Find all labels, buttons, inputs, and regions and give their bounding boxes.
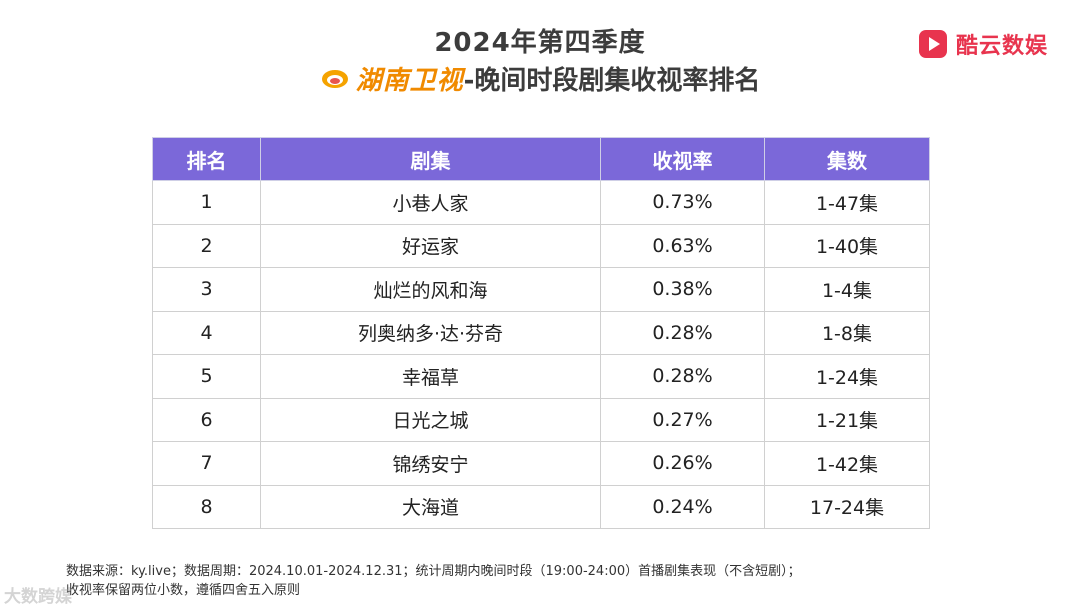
- rank-cell: 4: [152, 310, 261, 355]
- episodes-cell: 1-42集: [764, 441, 930, 486]
- table-row: 1 小巷人家 0.73% 1-47集: [152, 180, 930, 225]
- title-cell: 幸福草: [260, 354, 601, 399]
- footnote-line-2: 收视率保留两位小数，遵循四舍五入原则: [66, 583, 301, 598]
- title-cell: 好运家: [260, 223, 601, 268]
- page-title: 2024年第四季度: [434, 28, 646, 58]
- rating-cell: 0.73%: [600, 180, 765, 225]
- play-icon: [918, 30, 947, 58]
- rating-cell: 0.26%: [600, 441, 765, 486]
- title-cell: 小巷人家: [260, 180, 601, 225]
- episodes-cell: 17-24集: [764, 484, 930, 529]
- column-header-rank: 排名: [152, 137, 261, 181]
- column-header-rating: 收视率: [600, 137, 765, 181]
- rank-cell: 5: [152, 354, 261, 399]
- subtitle-suffix: -晚间时段剧集收视率排名: [463, 66, 761, 96]
- rank-cell: 8: [152, 484, 261, 529]
- column-header-title: 剧集: [260, 137, 601, 181]
- table-row: 5 幸福草 0.28% 1-24集: [152, 354, 930, 399]
- table-row: 8 大海道 0.24% 17-24集: [152, 484, 930, 529]
- rank-cell: 6: [152, 397, 261, 442]
- title-cell: 大海道: [260, 484, 601, 529]
- watermark: 大数跨媒: [4, 587, 72, 607]
- brand-logo: 酷云数娱: [918, 28, 1048, 60]
- footnote: 数据来源：ky.live；数据周期：2024.10.01-2024.12.31；…: [66, 562, 801, 600]
- rating-cell: 0.27%: [600, 397, 765, 442]
- table-row: 3 灿烂的风和海 0.38% 1-4集: [152, 267, 930, 312]
- title-cell: 灿烂的风和海: [260, 267, 601, 312]
- rank-cell: 1: [152, 180, 261, 225]
- rating-cell: 0.24%: [600, 484, 765, 529]
- hunan-tv-logo-icon: [321, 69, 348, 88]
- table-header-row: 排名 剧集 收视率 集数: [152, 137, 930, 181]
- rating-cell: 0.38%: [600, 267, 765, 312]
- rating-cell: 0.28%: [600, 354, 765, 399]
- episodes-cell: 1-47集: [764, 180, 930, 225]
- footnote-line-1: 数据来源：ky.live；数据周期：2024.10.01-2024.12.31；…: [66, 564, 801, 579]
- column-header-episodes: 集数: [764, 137, 930, 181]
- table-row: 7 锦绣安宁 0.26% 1-42集: [152, 441, 930, 486]
- table-row: 2 好运家 0.63% 1-40集: [152, 223, 930, 268]
- title-cell: 日光之城: [260, 397, 601, 442]
- table-row: 6 日光之城 0.27% 1-21集: [152, 397, 930, 442]
- channel-name: 湖南卫视: [355, 66, 464, 96]
- rank-cell: 2: [152, 223, 261, 268]
- rating-cell: 0.28%: [600, 310, 765, 355]
- title-cell: 列奥纳多·达·芬奇: [260, 310, 601, 355]
- episodes-cell: 1-40集: [764, 223, 930, 268]
- ranking-table: 排名 剧集 收视率 集数 1 小巷人家 0.73% 1-47集 2 好运家 0.…: [152, 137, 930, 529]
- page-subtitle: 湖南卫视 -晚间时段剧集收视率排名: [0, 60, 1080, 97]
- episodes-cell: 1-21集: [764, 397, 930, 442]
- brand-name: 酷云数娱: [955, 34, 1048, 59]
- rating-cell: 0.63%: [600, 223, 765, 268]
- episodes-cell: 1-4集: [764, 267, 930, 312]
- rank-cell: 7: [152, 441, 261, 486]
- table-row: 4 列奥纳多·达·芬奇 0.28% 1-8集: [152, 310, 930, 355]
- title-cell: 锦绣安宁: [260, 441, 601, 486]
- rank-cell: 3: [152, 267, 261, 312]
- episodes-cell: 1-24集: [764, 354, 930, 399]
- episodes-cell: 1-8集: [764, 310, 930, 355]
